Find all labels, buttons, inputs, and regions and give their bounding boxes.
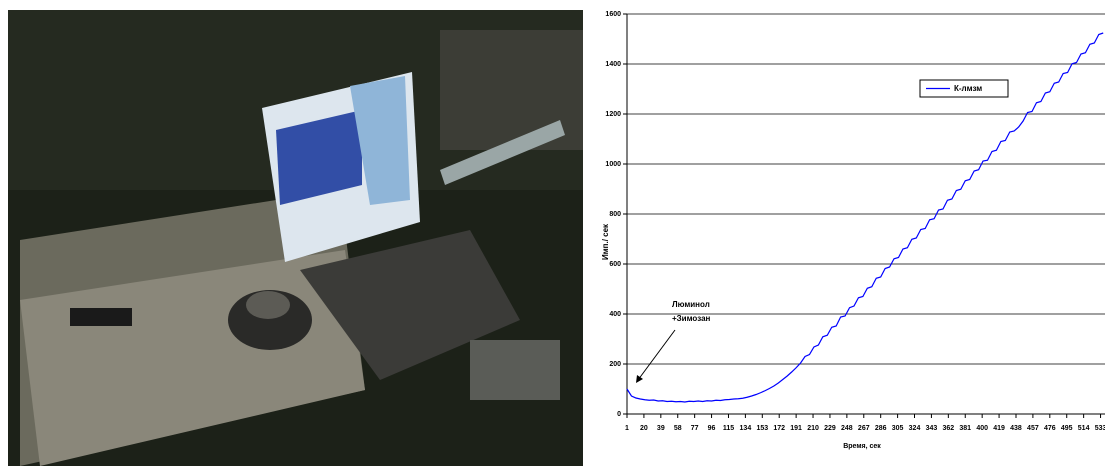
annotation: Люминол	[672, 300, 710, 309]
series-line	[626, 32, 1104, 403]
arrow-head	[636, 375, 643, 383]
x-tick-label: 343	[926, 425, 938, 432]
x-tick-label: 495	[1061, 425, 1073, 432]
x-tick-label: 39	[657, 425, 665, 432]
x-tick-label: 115	[723, 425, 734, 432]
x-tick-label: 419	[993, 425, 1005, 432]
x-tick-label: 172	[773, 425, 785, 432]
x-tick-label: 305	[892, 425, 904, 432]
y-tick-label: 600	[609, 261, 621, 268]
y-tick-label: 800	[609, 211, 621, 218]
y-tick-label: 0	[617, 411, 621, 418]
x-tick-label: 191	[790, 425, 802, 432]
legend-label: К-лмзм	[954, 84, 982, 93]
y-tick-label: 200	[609, 361, 621, 368]
x-tick-label: 324	[909, 425, 921, 432]
x-tick-label: 381	[959, 425, 971, 432]
y-tick-label: 1400	[605, 61, 621, 68]
annotation-arrow	[637, 329, 676, 381]
y-tick-label: 1200	[605, 111, 621, 118]
x-tick-label: 96	[708, 425, 716, 432]
x-axis-label: Время, сек	[843, 443, 881, 450]
y-tick-label: 1000	[605, 161, 621, 168]
x-tick-label: 20	[640, 425, 648, 432]
plot: 0 200 400 600 800 1000 1200 1400 1600 1 20 39 58 77 96…	[605, 11, 1105, 432]
x-tick-label: 210	[807, 425, 819, 432]
x-tick-label: 286	[875, 425, 887, 432]
x-tick-label: 400	[976, 425, 988, 432]
photo	[8, 10, 583, 466]
x-tick-label: 153	[756, 425, 768, 432]
y-axis-label: Имп./ сек	[601, 223, 610, 260]
x-tick-label: 1	[625, 425, 629, 432]
x-tick-label: 58	[674, 425, 682, 432]
x-tick-label: 229	[824, 425, 836, 432]
x-tick-label: 248	[841, 425, 853, 432]
x-tick-label: 438	[1010, 425, 1022, 432]
x-tick-label: 457	[1027, 425, 1039, 432]
legend-box	[919, 79, 1009, 98]
y-tick-label: 400	[609, 311, 621, 318]
x-tick-label: 514	[1078, 425, 1090, 432]
x-tick-label: 134	[740, 425, 752, 432]
x-tick-label: 533	[1095, 425, 1105, 432]
x-tick-label: 362	[942, 425, 954, 432]
x-tick-label: 267	[858, 425, 870, 432]
y-tick-label: 1600	[605, 11, 621, 18]
annotation: +Зимозан	[672, 314, 711, 323]
x-tick-label: 476	[1044, 425, 1056, 432]
x-tick-label: 77	[691, 425, 699, 432]
